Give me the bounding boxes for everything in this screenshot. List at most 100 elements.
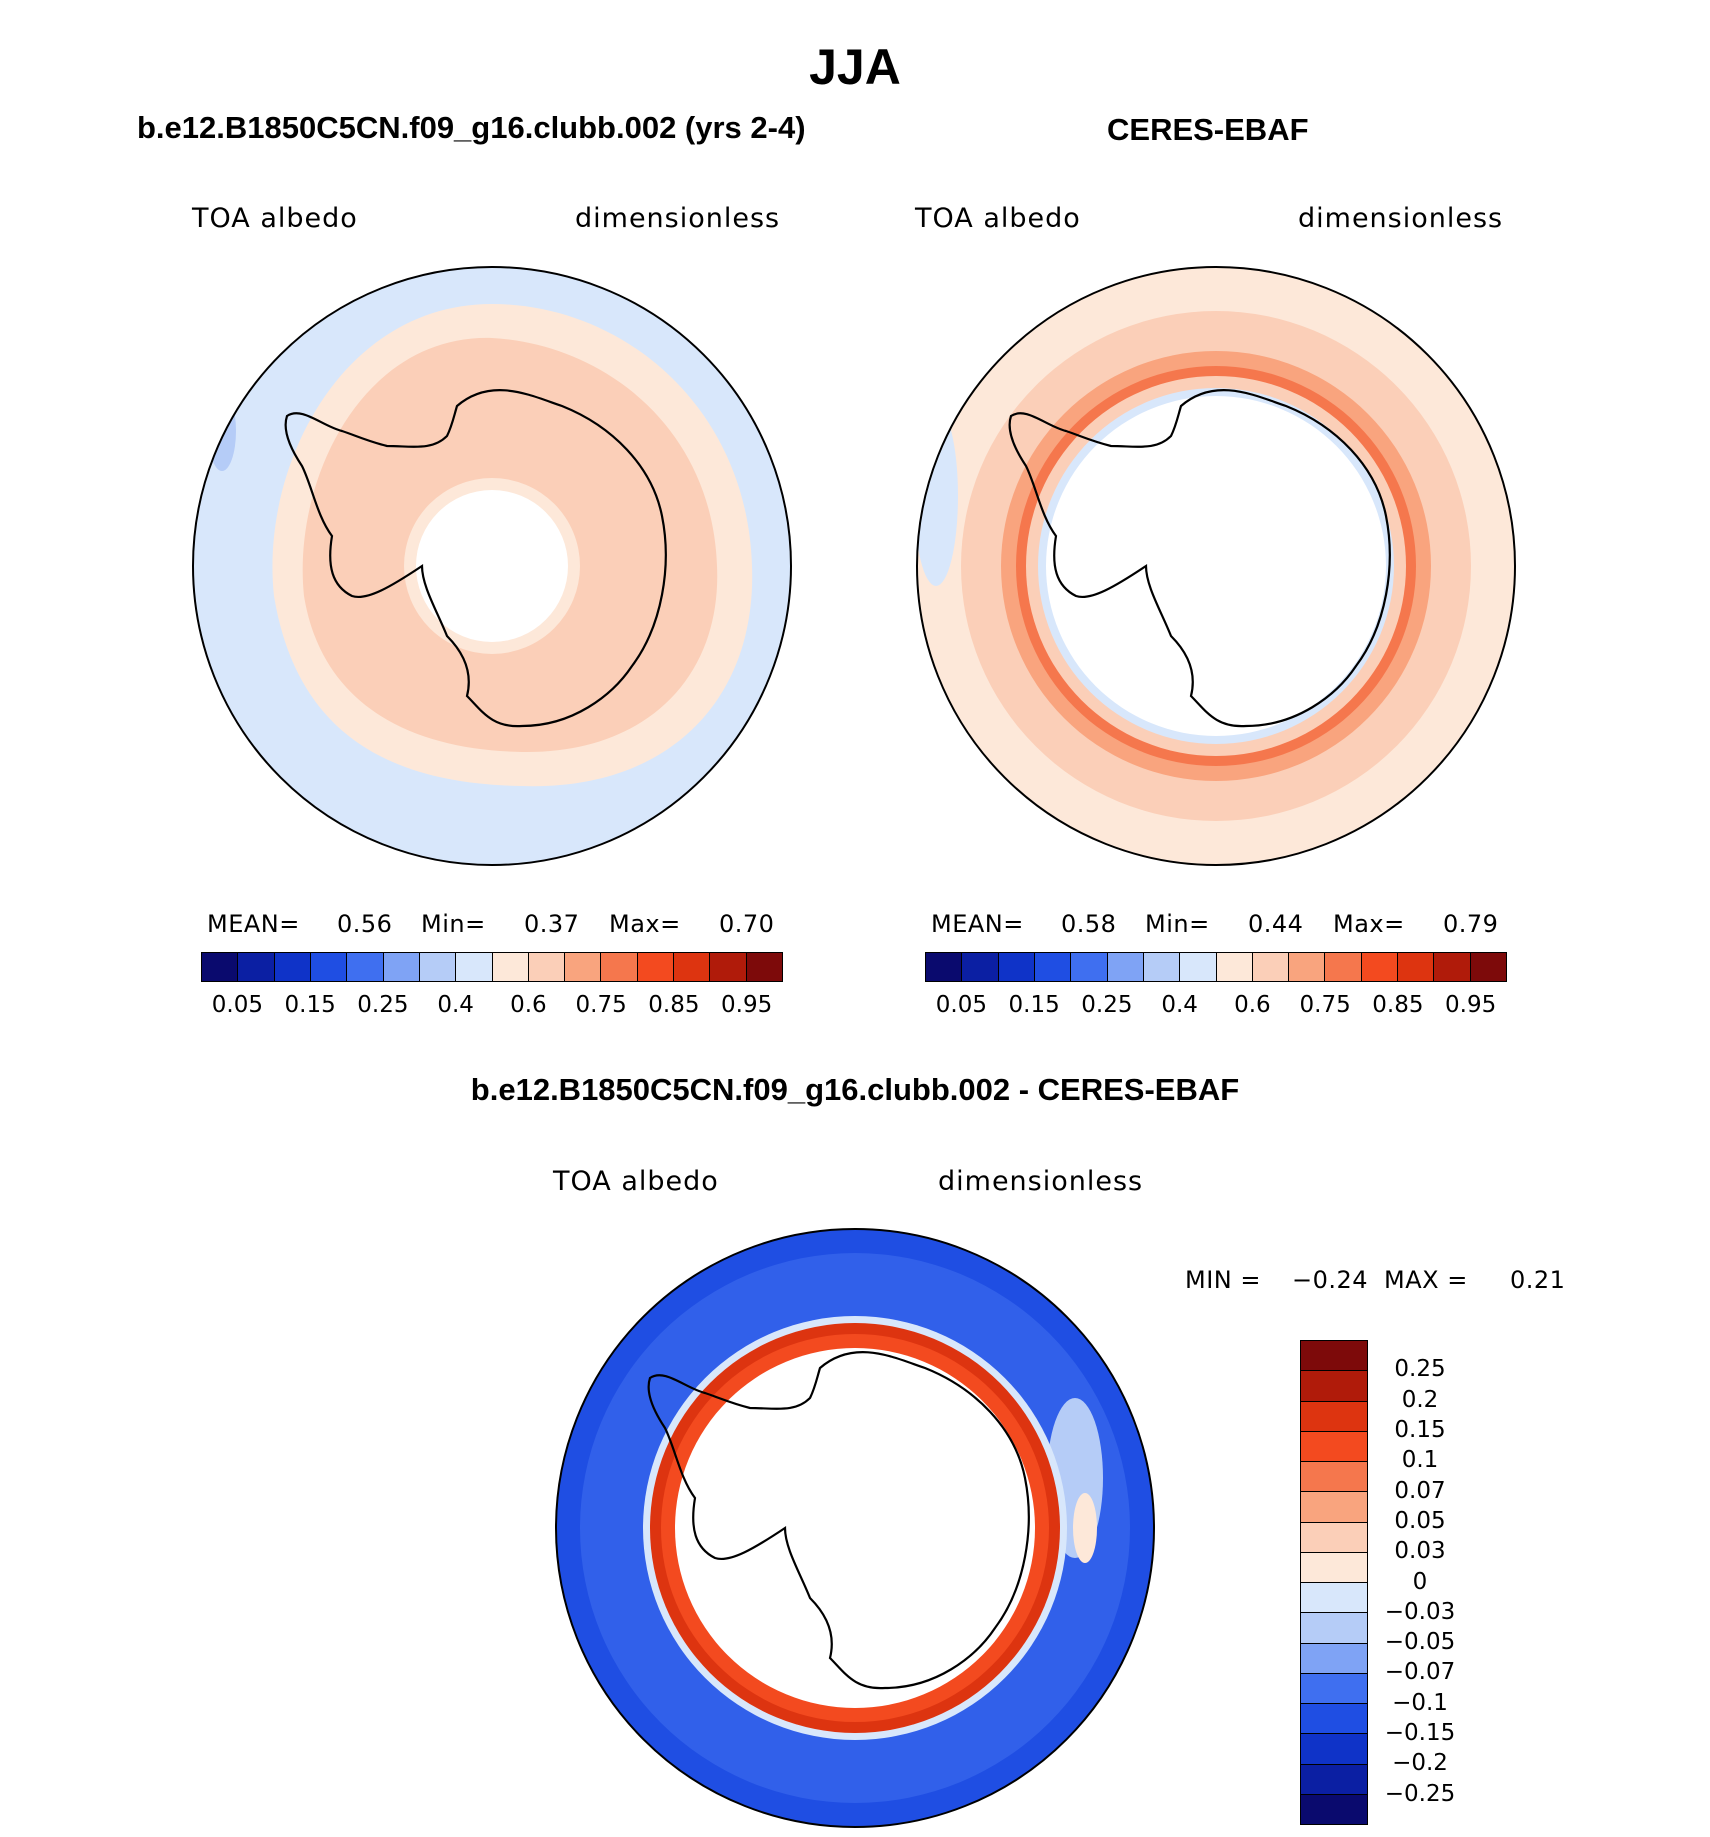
model-colorbar-swatch [238, 953, 275, 981]
model-colorbar-swatch [710, 953, 747, 981]
obs-colorbar-swatch [1034, 953, 1072, 981]
diff-colorbar-tick-label: 0.25 [1394, 1356, 1446, 1383]
diff-colorbar-swatch [1301, 1583, 1367, 1614]
obs-colorbar-tick-label: 0.4 [1161, 992, 1198, 1018]
diff-colorbar-swatch [1301, 1764, 1367, 1795]
diff-colorbar-swatch [1301, 1522, 1367, 1553]
model-colorbar-swatch [637, 953, 675, 981]
diff-colorbar-swatch [1301, 1734, 1367, 1765]
obs-mean-value: 0.58 [1061, 910, 1117, 938]
diff-colorbar-swatch [1301, 1492, 1367, 1523]
model-colorbar-swatch [419, 953, 457, 981]
obs-colorbar-tick-label: 0.6 [1234, 992, 1271, 1018]
diff-colorbar-tick-label: −0.03 [1384, 1598, 1456, 1625]
obs-units-label: dimensionless [1298, 203, 1504, 234]
obs-colorbar-swatch [926, 953, 963, 981]
model-colorbar-swatch [456, 953, 493, 981]
antarctica-coastline-obs [1008, 389, 1391, 728]
model-colorbar-tick-label: 0.95 [721, 992, 773, 1018]
model-missing-data-hole [416, 490, 568, 642]
model-colorbar-tick-label: 0.25 [357, 992, 409, 1018]
diff-colorbar-swatch [1301, 1462, 1367, 1493]
diff-panel-title: b.e12.B1850C5CN.f09_g16.clubb.002 - CERE… [470, 1072, 1240, 1107]
model-variable-label: TOA albedo [192, 203, 358, 234]
obs-colorbar-swatch [1252, 953, 1290, 981]
diff-colorbar-tick-label: −0.05 [1384, 1629, 1456, 1656]
model-colorbar-swatch [202, 953, 239, 981]
model-max-value: 0.70 [719, 910, 775, 938]
model-max-label: Max= [609, 910, 681, 938]
model-colorbar-swatch [746, 953, 782, 981]
obs-colorbar-swatch [1216, 953, 1253, 981]
model-min-value: 0.37 [524, 910, 580, 938]
model-colorbar-tick-label: 0.75 [575, 992, 627, 1018]
obs-colorbar-swatch [1143, 953, 1181, 981]
obs-colorbar-swatch [1361, 953, 1399, 981]
diff-colorbar-tick-label: 0.05 [1394, 1507, 1446, 1534]
diff-colorbar-tick-label: 0.07 [1394, 1477, 1446, 1504]
model-colorbar-swatch [383, 953, 420, 981]
obs-colorbar-swatch [1434, 953, 1471, 981]
model-mean-label: MEAN= [207, 910, 300, 938]
diff-colorbar-tick-label: −0.1 [1392, 1689, 1448, 1716]
diff-colorbar-tick-label: 0.2 [1401, 1386, 1439, 1413]
diff-colorbar-swatch [1301, 1643, 1367, 1674]
figure-title: JJA [809, 39, 901, 95]
diff-colorbar-swatch [1301, 1401, 1367, 1432]
model-units-label: dimensionless [575, 203, 781, 234]
obs-colorbar-tick-label: 0.25 [1081, 992, 1133, 1018]
diff-colorbar-tick-label: −0.07 [1384, 1659, 1456, 1686]
diff-colorbar-swatch [1301, 1341, 1367, 1372]
obs-min-label: Min= [1145, 910, 1210, 938]
model-colorbar-tick-label: 0.15 [284, 992, 336, 1018]
model-colorbar-swatch [528, 953, 566, 981]
obs-colorbar-swatch [1470, 953, 1506, 981]
model-colorbar-swatch [310, 953, 348, 981]
diff-colorbar [1300, 1340, 1368, 1825]
diff-min-label: MIN = [1185, 1266, 1261, 1294]
diff-max-value: 0.21 [1510, 1266, 1566, 1294]
model-colorbar-swatch [347, 953, 384, 981]
diff-weak-positive-patch [1073, 1493, 1097, 1563]
model-polar-map [192, 266, 792, 866]
obs-min-value: 0.44 [1248, 910, 1304, 938]
diff-polar-map [555, 1228, 1155, 1828]
obs-missing-data-hole [1046, 396, 1386, 736]
diff-colorbar-swatch [1301, 1673, 1367, 1704]
diff-colorbar-swatch [1301, 1704, 1367, 1735]
obs-mean-label: MEAN= [931, 910, 1024, 938]
diff-variable-label: TOA albedo [553, 1166, 719, 1197]
obs-colorbar [925, 952, 1507, 982]
obs-colorbar-swatch [1289, 953, 1326, 981]
model-colorbar-tick-label: 0.05 [211, 992, 263, 1018]
obs-colorbar-swatch [1398, 953, 1435, 981]
obs-low-albedo-patch [917, 406, 958, 586]
obs-variable-label: TOA albedo [915, 203, 1081, 234]
model-colorbar-swatch [492, 953, 529, 981]
obs-colorbar-tick-label: 0.85 [1372, 992, 1424, 1018]
diff-colorbar-tick-label: 0.15 [1394, 1416, 1446, 1443]
diff-colorbar-swatch [1301, 1431, 1367, 1462]
model-colorbar-swatch [274, 953, 311, 981]
diff-max-label: MAX = [1384, 1266, 1468, 1294]
obs-colorbar-swatch [1107, 953, 1144, 981]
diff-colorbar-swatch [1301, 1371, 1367, 1402]
diff-colorbar-tick-label: −0.15 [1384, 1720, 1456, 1747]
obs-colorbar-swatch [962, 953, 999, 981]
model-colorbar-tick-label: 0.6 [510, 992, 547, 1018]
obs-colorbar-tick-label: 0.05 [935, 992, 987, 1018]
obs-polar-map [916, 266, 1516, 866]
obs-colorbar-swatch [998, 953, 1035, 981]
diff-colorbar-tick-label: −0.25 [1384, 1780, 1456, 1807]
diff-colorbar-swatch [1301, 1552, 1367, 1583]
model-colorbar-swatch [565, 953, 602, 981]
diff-units-label: dimensionless [938, 1166, 1144, 1197]
model-panel-title: b.e12.B1850C5CN.f09_g16.clubb.002 (yrs 2… [137, 110, 806, 145]
diff-colorbar-tick-label: 0.1 [1401, 1447, 1439, 1474]
diff-colorbar-tick-label: 0.03 [1394, 1538, 1446, 1565]
obs-colorbar-tick-label: 0.75 [1299, 992, 1351, 1018]
obs-colorbar-swatch [1325, 953, 1362, 981]
model-colorbar-swatch [674, 953, 711, 981]
diff-min-value: −0.24 [1292, 1266, 1369, 1294]
obs-colorbar-tick-label: 0.15 [1008, 992, 1060, 1018]
